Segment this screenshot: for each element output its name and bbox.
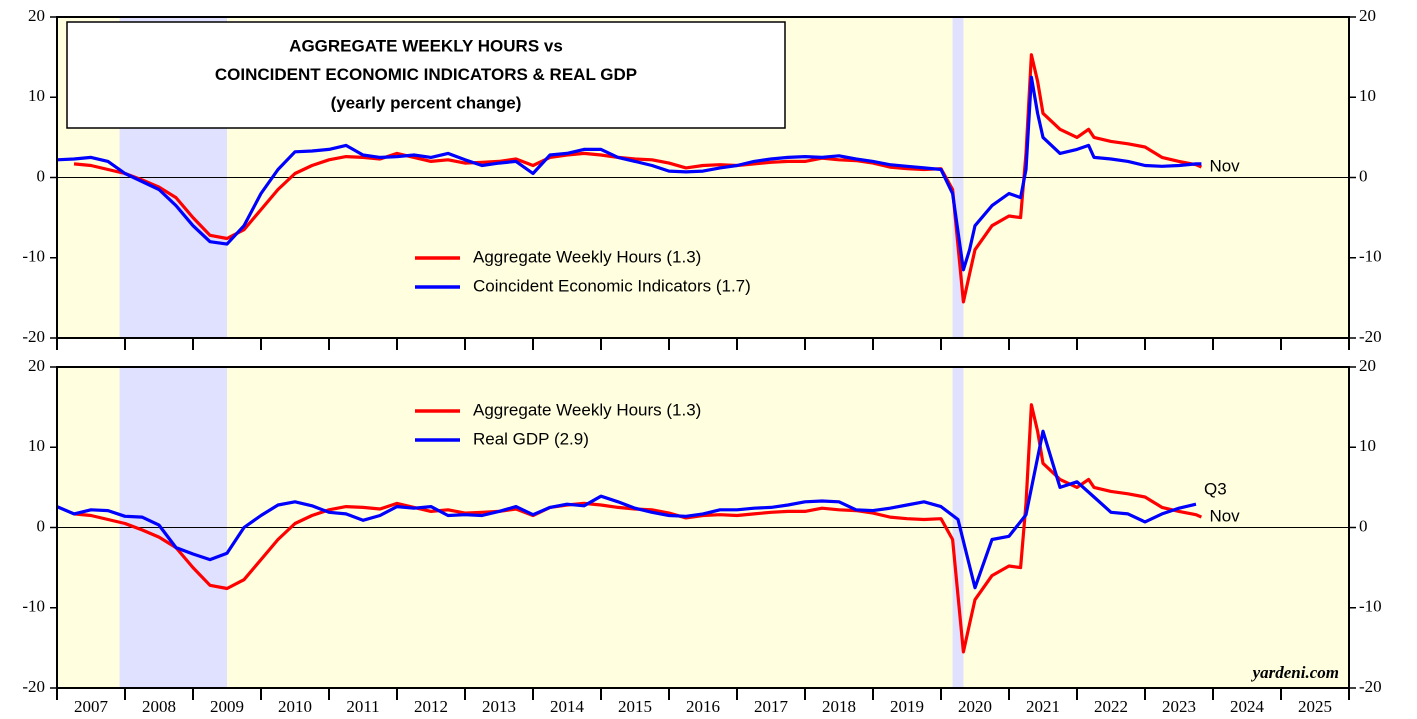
y-tick-label: 10 <box>28 436 45 455</box>
series-line <box>56 429 1197 590</box>
x-tick-label: 2021 <box>1026 697 1060 716</box>
y-tick-label-right: 20 <box>1359 6 1376 25</box>
x-tick-label: 2011 <box>346 697 379 716</box>
y-tick-label-right: 0 <box>1359 516 1368 535</box>
y-tick-label-right: -10 <box>1359 247 1382 266</box>
x-tick-label: 2022 <box>1094 697 1128 716</box>
x-tick-label: 2017 <box>754 697 789 716</box>
y-tick-label: 20 <box>28 6 45 25</box>
legend-label: Aggregate Weekly Hours (1.3) <box>473 247 701 266</box>
series-line <box>73 53 1203 304</box>
x-tick-label: 2016 <box>686 697 720 716</box>
y-tick-label: -20 <box>22 677 45 696</box>
chart-title: COINCIDENT ECONOMIC INDICATORS & REAL GD… <box>215 65 637 84</box>
end-label: Q3 <box>1204 480 1227 499</box>
x-tick-label: 2018 <box>822 697 856 716</box>
title-box <box>66 21 786 129</box>
y-tick-label-right: 0 <box>1359 166 1368 185</box>
x-tick-label: 2024 <box>1230 697 1265 716</box>
y-tick-label: 20 <box>28 356 45 375</box>
end-label: Nov <box>1209 157 1240 176</box>
chart-title: (yearly percent change) <box>331 93 522 112</box>
y-tick-label: 0 <box>37 516 46 535</box>
legend-label: Aggregate Weekly Hours (1.3) <box>473 400 701 419</box>
x-tick-label: 2009 <box>210 697 244 716</box>
y-tick-label: -10 <box>22 247 45 266</box>
x-tick-label: 2015 <box>618 697 652 716</box>
x-tick-label: 2008 <box>142 697 176 716</box>
series-line <box>56 75 1202 272</box>
chart-title: AGGREGATE WEEKLY HOURS vs <box>289 36 563 55</box>
x-tick-label: 2019 <box>890 697 924 716</box>
y-tick-label-right: -10 <box>1359 597 1382 616</box>
x-tick-label: 2014 <box>550 697 585 716</box>
y-tick-label-right: 20 <box>1359 356 1376 375</box>
y-tick-label-right: -20 <box>1359 677 1382 696</box>
x-tick-label: 2013 <box>482 697 516 716</box>
end-label: Nov <box>1209 507 1240 526</box>
y-tick-label-right: 10 <box>1359 86 1376 105</box>
plot-frame <box>56 366 1350 689</box>
y-tick-label-right: -20 <box>1359 327 1382 346</box>
x-tick-label: 2025 <box>1298 697 1332 716</box>
legend-label: Coincident Economic Indicators (1.7) <box>473 276 751 295</box>
y-tick-label-right: 10 <box>1359 436 1376 455</box>
plot-frame <box>56 16 1350 339</box>
x-tick-label: 2010 <box>278 697 312 716</box>
source: yardeni.com <box>1251 663 1339 682</box>
x-tick-label: 2012 <box>414 697 448 716</box>
legend-label: Real GDP (2.9) <box>473 429 589 448</box>
y-tick-label: -20 <box>22 327 45 346</box>
y-tick-label: -10 <box>22 597 45 616</box>
x-tick-label: 2023 <box>1162 697 1196 716</box>
y-tick-label: 0 <box>37 166 46 185</box>
y-tick-label: 10 <box>28 86 45 105</box>
x-tick-label: 2020 <box>958 697 992 716</box>
x-tick-label: 2007 <box>74 697 109 716</box>
